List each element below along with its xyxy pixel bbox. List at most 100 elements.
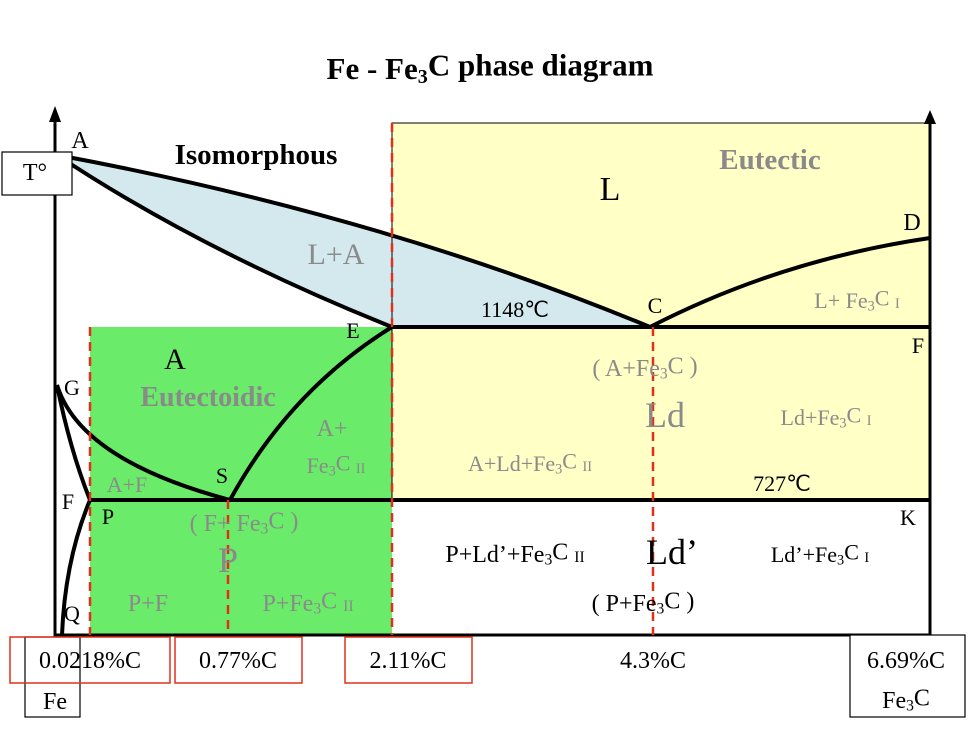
text-part: P+F <box>128 591 168 617</box>
subscript: 3 <box>660 365 668 382</box>
text-part: 727℃ <box>753 471 811 496</box>
text-part: Ld+Fe <box>781 405 840 430</box>
phase-label: L <box>600 171 621 208</box>
text-part: Q <box>64 601 80 626</box>
subscript: 3 <box>313 600 321 617</box>
point-label: E <box>346 318 359 343</box>
liquidus-cd <box>649 236 931 329</box>
text-part: C <box>562 449 582 474</box>
text-part: Fe - Fe <box>327 51 418 86</box>
title: Fe - Fe3C phase diagram <box>327 48 654 88</box>
subscript: 3 <box>839 416 846 432</box>
text-part: C <box>648 293 663 318</box>
subscript: 3 <box>329 464 336 480</box>
text-part: 0.0218%C <box>39 648 141 674</box>
text-part: 6.69%C <box>867 648 945 674</box>
axes <box>53 118 932 637</box>
temperature-label: 727℃ <box>753 471 811 496</box>
point-label: C <box>648 293 663 318</box>
text-part: ( P+Fe <box>592 591 657 617</box>
text-part: C <box>336 451 356 476</box>
subscript: I <box>895 296 900 312</box>
text-part: S <box>216 463 228 488</box>
text-part: Fe <box>43 689 67 715</box>
region-label: Eutectoidic <box>140 382 275 413</box>
component-label: Fe3C <box>882 685 930 714</box>
phase-label: Ld’ <box>646 532 698 572</box>
text-part: F <box>62 489 74 514</box>
liquidus <box>56 153 651 329</box>
text-part: 0.77%C <box>199 648 277 674</box>
text-part: Eutectic <box>719 144 821 176</box>
point-label: D <box>903 210 920 236</box>
phase-label: ( A+Fe3C ) <box>592 353 697 382</box>
subscript: 3 <box>657 600 665 617</box>
text-part: Ld’ <box>646 532 698 572</box>
carbon-box <box>174 636 303 684</box>
phase-label: A+Ld+Fe3C II <box>468 449 592 478</box>
text-part: C <box>847 403 867 428</box>
phase-label: P+Fe3C II <box>262 588 353 617</box>
text-part: P+Ld’+Fe <box>445 542 544 568</box>
phase-label: A <box>164 343 186 376</box>
composition-lines <box>88 123 655 635</box>
point-label: G <box>64 375 80 400</box>
phase-label: P <box>218 540 238 580</box>
point-label: A <box>71 128 89 154</box>
phase-label: P+Ld’+Fe3C II <box>445 539 584 568</box>
text-part: C <box>321 588 343 614</box>
region-label: Isomorphous <box>175 139 338 171</box>
point-label: K <box>900 505 916 530</box>
text-part: K <box>900 505 916 530</box>
cementite-box <box>849 634 966 718</box>
text-part: ( A+Fe <box>592 356 660 382</box>
subscript: 3 <box>555 462 562 478</box>
subscript: 3 <box>544 551 552 568</box>
phase-label: L+A <box>308 238 365 271</box>
phase-label: A+ <box>317 416 348 442</box>
subscript: II <box>343 598 353 615</box>
subscript: 3 <box>261 520 269 537</box>
phase-label: L+ Fe3C I <box>814 286 900 315</box>
text-part: Ld <box>645 395 685 435</box>
iron-box <box>24 636 81 718</box>
a3-line <box>55 384 231 502</box>
composition-label: 4.3%C <box>620 648 686 674</box>
text-part: L+A <box>308 238 365 271</box>
text-part: C phase diagram <box>428 48 654 83</box>
carbon-box <box>344 636 473 684</box>
text-part: P+Fe <box>262 591 313 617</box>
subscript: 3 <box>906 697 914 714</box>
subscript: I <box>864 550 869 566</box>
text-part: Eutectoidic <box>140 382 275 413</box>
subscript: 3 <box>837 553 844 569</box>
point-label: F <box>912 333 924 358</box>
text-part: Fe <box>307 453 329 478</box>
text-part: T° <box>23 160 47 186</box>
point-label: Q <box>64 601 80 626</box>
acm-line <box>228 325 394 501</box>
text-part: Ld’+Fe <box>771 542 837 567</box>
component-label: Fe <box>43 689 67 715</box>
phase-label: Ld+Fe3C I <box>781 403 872 432</box>
text-part: F <box>912 333 924 358</box>
point-label: P <box>102 504 114 529</box>
phase-label: ( P+Fe3C ) <box>592 588 695 617</box>
subscript: II <box>574 549 584 566</box>
text-part: 4.3%C <box>620 648 686 674</box>
phase-label: Fe3C II <box>307 451 366 480</box>
phase-label: A+F <box>107 472 148 497</box>
text-part: ( F+ Fe <box>190 511 261 537</box>
gp-line <box>55 384 92 501</box>
text-part: A+ <box>317 416 348 442</box>
phase-label: ( F+ Fe3C ) <box>190 508 299 537</box>
text-part: A <box>164 343 186 376</box>
subscript: 3 <box>868 299 875 315</box>
temperature-box <box>1 151 73 196</box>
text-part: 1148℃ <box>481 297 549 322</box>
composition-label: 0.77%C <box>199 648 277 674</box>
solidus <box>55 153 393 329</box>
pq-line <box>60 499 92 636</box>
text-part: G <box>64 375 80 400</box>
phase-label: P+F <box>128 591 168 617</box>
